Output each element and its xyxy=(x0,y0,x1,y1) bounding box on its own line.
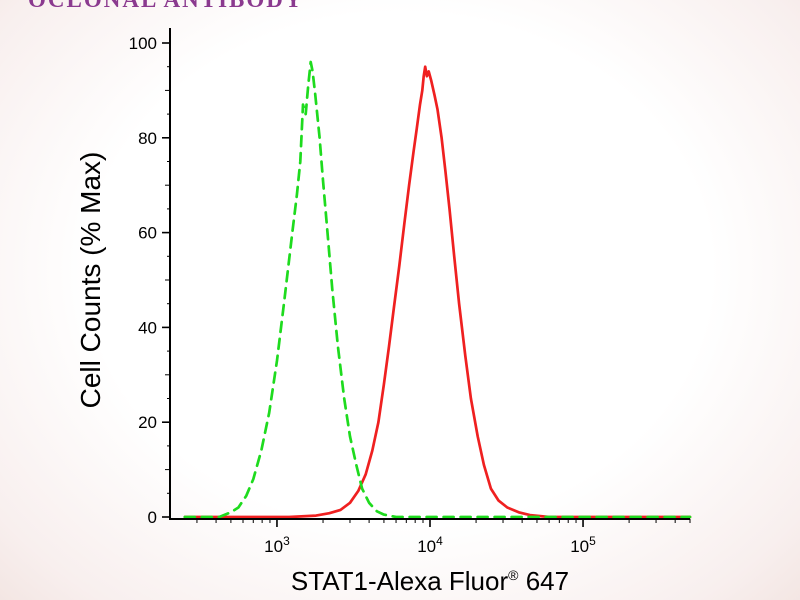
x-axis-title: STAT1-Alexa Fluor® 647 xyxy=(291,566,569,596)
y-tick-label: 0 xyxy=(148,508,157,527)
series-stained-curve xyxy=(183,65,692,519)
x-tick-label: 105 xyxy=(570,534,596,556)
y-tick-label: 40 xyxy=(138,318,157,337)
y-tick-label: 60 xyxy=(138,224,157,243)
y-tick-label: 100 xyxy=(129,34,157,53)
y-tick-label: 80 xyxy=(138,129,157,148)
x-tick-label: 104 xyxy=(417,534,443,556)
series-control-curve xyxy=(183,60,692,519)
x-tick-label: 103 xyxy=(264,534,290,556)
watermark-antibody-text: OCLONAL ANTIBODY xyxy=(28,0,303,13)
y-tick-label: 20 xyxy=(138,413,157,432)
y-axis-title: Cell Counts (% Max) xyxy=(75,152,106,409)
